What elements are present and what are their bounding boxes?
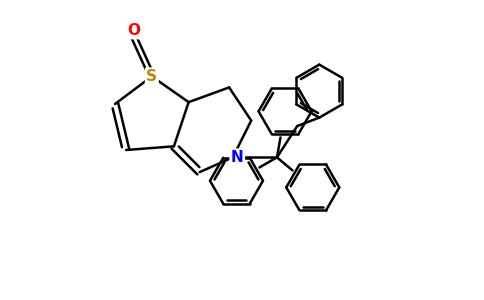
Text: N: N: [231, 150, 243, 165]
Text: O: O: [127, 23, 140, 38]
Text: S: S: [146, 69, 157, 84]
